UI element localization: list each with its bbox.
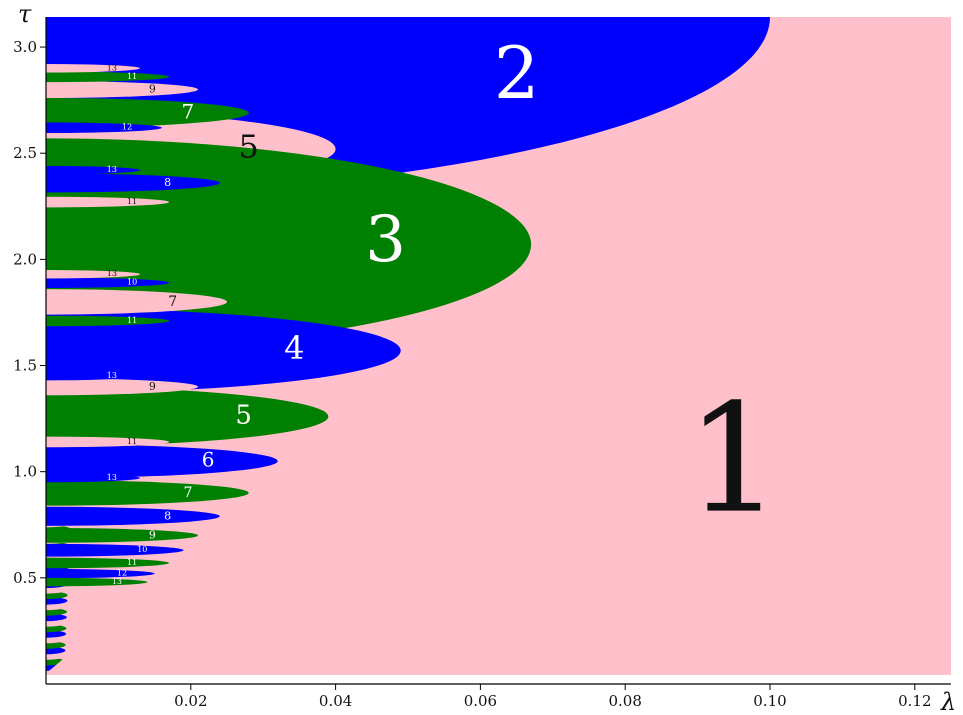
region-label-4: 4 bbox=[284, 329, 304, 367]
region-label-12: 12 bbox=[122, 123, 132, 132]
region-label-11: 11 bbox=[127, 437, 137, 446]
region-label-13: 13 bbox=[107, 165, 117, 174]
y-tick-label: 2.0 bbox=[13, 250, 37, 268]
y-tick-label: 0.5 bbox=[13, 569, 37, 587]
region-11-shape bbox=[46, 196, 170, 208]
region-label-6: 6 bbox=[202, 448, 215, 472]
region-13-shape bbox=[46, 64, 141, 73]
x-tick-label: 0.08 bbox=[608, 692, 641, 710]
region-label-8: 8 bbox=[164, 176, 171, 189]
region-label-9: 9 bbox=[149, 83, 156, 96]
region-11-shape bbox=[46, 315, 170, 327]
region-label-10: 10 bbox=[137, 545, 147, 554]
fringe-boundary bbox=[46, 594, 141, 675]
region-7-shape bbox=[46, 289, 227, 315]
x-tick-label: 0.04 bbox=[319, 692, 352, 710]
region-8-shape bbox=[46, 506, 220, 526]
x-tick-label: 0.12 bbox=[898, 692, 931, 710]
region-label-5: 5 bbox=[239, 127, 259, 165]
region-label-13: 13 bbox=[107, 269, 117, 278]
region-label-3: 3 bbox=[365, 203, 406, 277]
region-10-shape bbox=[46, 543, 184, 557]
region-label-8: 8 bbox=[164, 509, 171, 522]
region-8-shape bbox=[46, 173, 220, 193]
region-10-shape bbox=[46, 277, 170, 289]
region-6-shape bbox=[46, 444, 278, 479]
y-tick-label: 2.5 bbox=[13, 144, 37, 162]
region-9-shape bbox=[46, 527, 198, 543]
region-label-layer: 2534756789101112137899111111111012131313… bbox=[107, 31, 782, 586]
region-label-5: 5 bbox=[235, 400, 252, 430]
region-label-13: 13 bbox=[107, 473, 117, 482]
region-9-shape bbox=[46, 378, 198, 396]
y-tick-label: 3.0 bbox=[13, 38, 37, 56]
region-11-shape bbox=[46, 436, 170, 448]
x-tick-label: 0.06 bbox=[464, 692, 497, 710]
y-tick-group: 0.5 1.0 1.5 2.0 2.5 3.0 bbox=[13, 38, 46, 587]
region-label-10: 10 bbox=[127, 278, 137, 287]
region-label-12: 12 bbox=[117, 569, 127, 578]
y-tick-label: 1.5 bbox=[13, 357, 37, 375]
region-5-shape bbox=[46, 386, 329, 447]
x-tick-group: 0.02 0.04 0.06 0.08 0.10 0.12 bbox=[174, 684, 932, 710]
region-13-shape bbox=[46, 371, 141, 381]
x-tick-label: 0.10 bbox=[753, 692, 786, 710]
region-label-1: 1 bbox=[686, 373, 781, 547]
region-label-13: 13 bbox=[107, 63, 117, 72]
region-label-11: 11 bbox=[127, 72, 137, 81]
region-13-shape bbox=[46, 165, 141, 175]
region-7-shape bbox=[46, 98, 249, 128]
region-label-11: 11 bbox=[127, 316, 137, 325]
region-9-shape bbox=[46, 81, 198, 99]
region-label-2: 2 bbox=[494, 31, 540, 115]
region-label-13: 13 bbox=[107, 371, 117, 380]
y-axis-label: τ bbox=[18, 0, 32, 28]
x-tick-label: 0.02 bbox=[174, 692, 207, 710]
region-13-shape bbox=[46, 473, 141, 483]
region-label-7: 7 bbox=[182, 99, 195, 123]
region-label-9: 9 bbox=[149, 528, 156, 541]
x-axis-label: λ bbox=[940, 688, 956, 715]
region-label-11: 11 bbox=[127, 197, 137, 206]
region-4-shape bbox=[46, 308, 401, 394]
region-12-shape bbox=[46, 122, 162, 134]
region-11-shape bbox=[46, 71, 170, 83]
region-label-9: 9 bbox=[149, 380, 156, 393]
region-12-shape bbox=[46, 568, 155, 579]
region-13-shape bbox=[46, 269, 141, 279]
region-layer bbox=[46, 17, 770, 675]
region-label-13: 13 bbox=[112, 577, 122, 586]
region-7-shape bbox=[46, 480, 249, 506]
region-label-7: 7 bbox=[183, 485, 192, 501]
region-11-shape bbox=[46, 557, 170, 569]
y-tick-label: 1.0 bbox=[13, 463, 37, 481]
region-13-shape bbox=[46, 577, 148, 587]
region-label-11: 11 bbox=[127, 558, 137, 567]
region-label-7: 7 bbox=[168, 294, 177, 310]
